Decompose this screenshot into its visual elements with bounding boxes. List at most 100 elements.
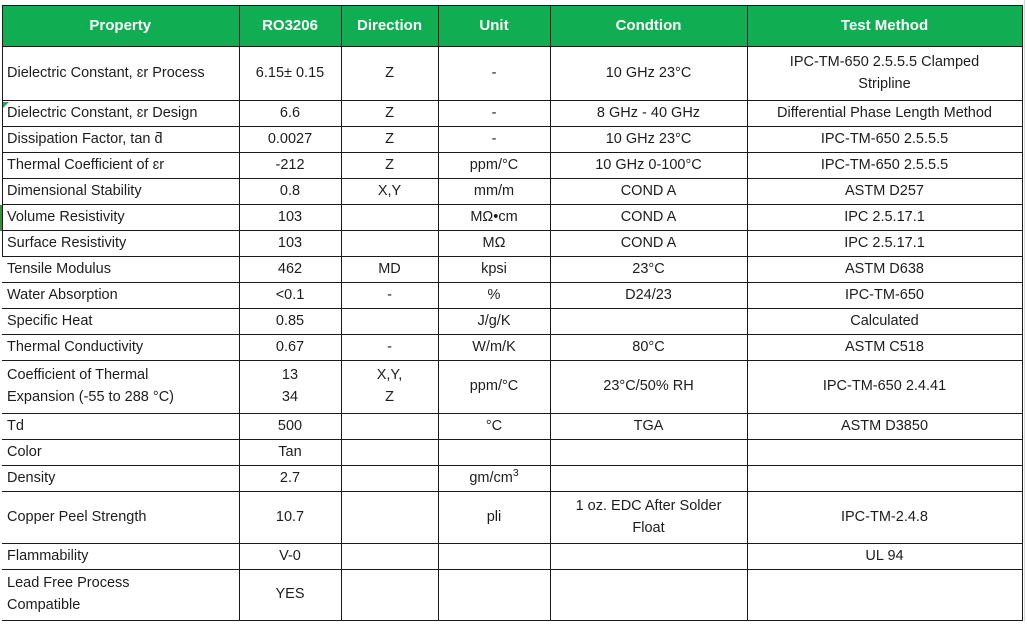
cell-direction[interactable]	[340, 230, 439, 257]
cell-unit[interactable]: %	[437, 282, 551, 309]
cell-value[interactable]: V-0	[238, 543, 342, 570]
cell-unit[interactable]: W/m/K	[437, 334, 551, 361]
cell-property[interactable]: Coefficient of Thermal Expansion (-55 to…	[2, 360, 240, 414]
cell-method[interactable]: Differential Phase Length Method	[746, 100, 1023, 127]
cell-property[interactable]: Surface Resistivity	[2, 230, 240, 257]
cell-condition[interactable]: TGA	[549, 413, 748, 440]
header-cell[interactable]: Unit	[437, 5, 551, 47]
cell-unit[interactable]: -	[437, 126, 551, 153]
cell-value[interactable]: -212	[238, 152, 342, 179]
cell-value[interactable]: 0.85	[238, 308, 342, 335]
cell-direction[interactable]	[340, 204, 439, 231]
cell-property[interactable]: Dimensional Stability	[2, 178, 240, 205]
cell-condition[interactable]	[549, 569, 748, 621]
cell-direction[interactable]	[340, 569, 439, 621]
header-cell[interactable]: Direction	[340, 5, 439, 47]
cell-unit[interactable]: -	[437, 100, 551, 127]
cell-unit[interactable]: gm/cm3	[437, 465, 551, 492]
cell-direction[interactable]	[340, 491, 439, 544]
cell-condition[interactable]: COND A	[549, 204, 748, 231]
cell-value[interactable]: 6.15± 0.15	[238, 46, 342, 101]
cell-condition[interactable]	[549, 439, 748, 466]
cell-direction[interactable]: Z	[340, 126, 439, 153]
cell-value[interactable]: Tan	[238, 439, 342, 466]
cell-method[interactable]	[746, 465, 1023, 492]
header-cell[interactable]: RO3206	[238, 5, 342, 47]
cell-condition[interactable]	[549, 308, 748, 335]
cell-property[interactable]: Density	[2, 465, 240, 492]
cell-property[interactable]: Lead Free Process Compatible	[2, 569, 240, 621]
cell-direction[interactable]	[340, 465, 439, 492]
cell-method[interactable]: IPC-TM-650 2.5.5.5	[746, 152, 1023, 179]
cell-unit[interactable]: mm/m	[437, 178, 551, 205]
cell-method[interactable]: IPC-TM-2.4.8	[746, 491, 1023, 544]
cell-property[interactable]: Tensile Modulus	[2, 256, 240, 283]
cell-property[interactable]: Volume Resistivity	[2, 204, 240, 231]
cell-direction[interactable]	[340, 413, 439, 440]
cell-unit[interactable]: pli	[437, 491, 551, 544]
cell-method[interactable]: IPC-TM-650 2.5.5.5 Clamped Stripline	[746, 46, 1023, 101]
cell-value[interactable]: 103	[238, 204, 342, 231]
cell-condition[interactable]: 8 GHz - 40 GHz	[549, 100, 748, 127]
cell-value[interactable]: 13 34	[238, 360, 342, 414]
cell-condition[interactable]: D24/23	[549, 282, 748, 309]
cell-unit[interactable]: MΩ•cm	[437, 204, 551, 231]
cell-unit[interactable]: MΩ	[437, 230, 551, 257]
cell-property[interactable]: Dielectric Constant, ɛr Design	[2, 100, 240, 127]
cell-condition[interactable]: 80°C	[549, 334, 748, 361]
cell-method[interactable]: ASTM D257	[746, 178, 1023, 205]
cell-unit[interactable]	[437, 569, 551, 621]
cell-method[interactable]: UL 94	[746, 543, 1023, 570]
cell-unit[interactable]: -	[437, 46, 551, 101]
cell-method[interactable]: ASTM D3850	[746, 413, 1023, 440]
cell-method[interactable]: Calculated	[746, 308, 1023, 335]
cell-property[interactable]: Water Absorption	[2, 282, 240, 309]
cell-value[interactable]: 0.67	[238, 334, 342, 361]
cell-property[interactable]: Td	[2, 413, 240, 440]
cell-condition[interactable]	[549, 543, 748, 570]
cell-unit[interactable]: ppm/°C	[437, 360, 551, 414]
cell-direction[interactable]: Z	[340, 46, 439, 101]
cell-direction[interactable]: Z	[340, 152, 439, 179]
cell-direction[interactable]: -	[340, 334, 439, 361]
cell-direction[interactable]: -	[340, 282, 439, 309]
cell-property[interactable]: Specific Heat	[2, 308, 240, 335]
cell-value[interactable]: 2.7	[238, 465, 342, 492]
cell-unit[interactable]	[437, 439, 551, 466]
cell-property[interactable]: Dielectric Constant, ɛr Process	[2, 46, 240, 101]
cell-method[interactable]: ASTM D638	[746, 256, 1023, 283]
cell-condition[interactable]: 1 oz. EDC After Solder Float	[549, 491, 748, 544]
cell-property[interactable]: Thermal Conductivity	[2, 334, 240, 361]
header-cell[interactable]: Property	[2, 5, 240, 47]
cell-property[interactable]: Dissipation Factor, tan ƌ	[2, 126, 240, 153]
cell-unit[interactable]: °C	[437, 413, 551, 440]
cell-value[interactable]: 500	[238, 413, 342, 440]
cell-unit[interactable]	[437, 543, 551, 570]
cell-condition[interactable]: 10 GHz 23°C	[549, 126, 748, 153]
cell-unit[interactable]: J/g/K	[437, 308, 551, 335]
cell-direction[interactable]	[340, 439, 439, 466]
cell-method[interactable]: ASTM C518	[746, 334, 1023, 361]
cell-property[interactable]: Copper Peel Strength	[2, 491, 240, 544]
cell-unit[interactable]: ppm/°C	[437, 152, 551, 179]
cell-value[interactable]: 6.6	[238, 100, 342, 127]
header-cell[interactable]: Condtion	[549, 5, 748, 47]
cell-method[interactable]: IPC-TM-650 2.5.5.5	[746, 126, 1023, 153]
cell-method[interactable]: IPC 2.5.17.1	[746, 230, 1023, 257]
cell-value[interactable]: 0.8	[238, 178, 342, 205]
cell-method[interactable]	[746, 439, 1023, 466]
cell-direction[interactable]	[340, 543, 439, 570]
cell-value[interactable]: 103	[238, 230, 342, 257]
cell-condition[interactable]: COND A	[549, 230, 748, 257]
cell-direction[interactable]: X,Y, Z	[340, 360, 439, 414]
cell-value[interactable]: 0.0027	[238, 126, 342, 153]
cell-condition[interactable]: 10 GHz 0-100°C	[549, 152, 748, 179]
cell-method[interactable]: IPC 2.5.17.1	[746, 204, 1023, 231]
cell-method[interactable]: IPC-TM-650	[746, 282, 1023, 309]
cell-direction[interactable]	[340, 308, 439, 335]
cell-condition[interactable]	[549, 465, 748, 492]
cell-value[interactable]: 462	[238, 256, 342, 283]
cell-direction[interactable]: Z	[340, 100, 439, 127]
cell-value[interactable]: YES	[238, 569, 342, 621]
cell-method[interactable]	[746, 569, 1023, 621]
